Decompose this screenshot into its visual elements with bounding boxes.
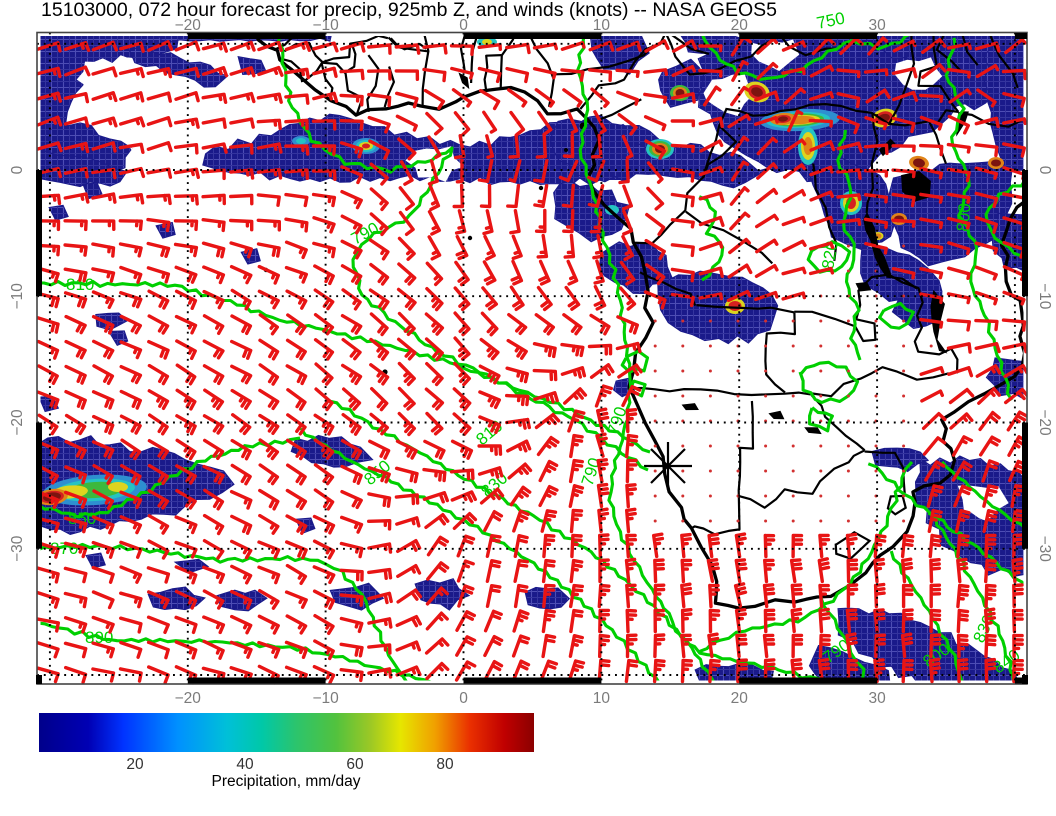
svg-text:20: 20 xyxy=(731,690,749,707)
svg-text:10: 10 xyxy=(593,17,611,34)
svg-text:30: 30 xyxy=(868,690,886,707)
svg-text:10: 10 xyxy=(593,690,611,707)
svg-text:820: 820 xyxy=(818,239,842,270)
svg-text:0: 0 xyxy=(1036,166,1053,175)
svg-text:40: 40 xyxy=(236,756,254,773)
svg-text:−10: −10 xyxy=(312,17,339,34)
svg-text:−20: −20 xyxy=(175,690,202,707)
svg-text:20: 20 xyxy=(126,756,144,773)
svg-text:60: 60 xyxy=(346,756,364,773)
svg-text:−10: −10 xyxy=(312,690,339,707)
svg-text:Precipitation, mm/day: Precipitation, mm/day xyxy=(211,773,360,790)
svg-text:−10: −10 xyxy=(1036,283,1053,310)
svg-text:−30: −30 xyxy=(9,535,26,562)
svg-text:15103000, 072 hour forecast fo: 15103000, 072 hour forecast for precip, … xyxy=(41,0,777,21)
svg-text:−10: −10 xyxy=(9,283,26,310)
svg-text:30: 30 xyxy=(868,17,886,34)
svg-text:850: 850 xyxy=(68,509,96,528)
svg-text:800: 800 xyxy=(953,202,974,232)
svg-text:−20: −20 xyxy=(9,409,26,436)
svg-text:0: 0 xyxy=(459,690,468,707)
svg-text:810: 810 xyxy=(66,275,94,294)
svg-text:0: 0 xyxy=(9,165,26,174)
svg-text:−20: −20 xyxy=(1036,409,1053,436)
svg-text:−30: −30 xyxy=(1036,536,1053,563)
svg-text:80: 80 xyxy=(436,756,454,773)
svg-text:20: 20 xyxy=(731,17,749,34)
svg-text:−20: −20 xyxy=(175,17,202,34)
svg-text:0: 0 xyxy=(459,17,468,34)
